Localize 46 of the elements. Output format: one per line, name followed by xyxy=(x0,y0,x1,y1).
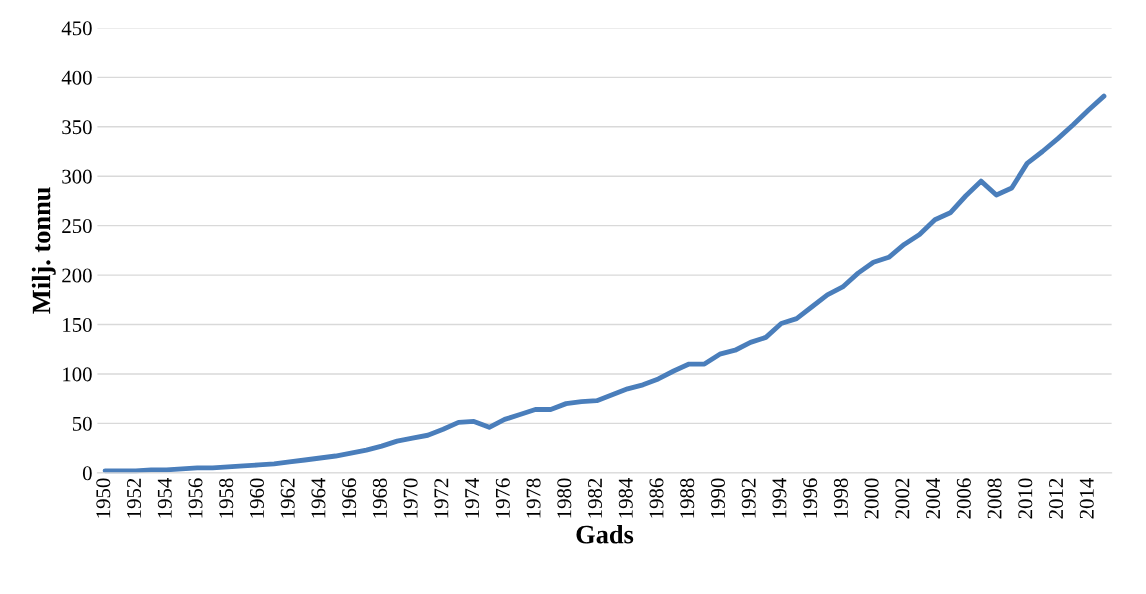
x-tick-label: 1962 xyxy=(280,478,295,518)
x-tick-label: 1980 xyxy=(557,478,572,518)
x-tick-label: 1970 xyxy=(403,478,418,518)
x-tick-label: 2006 xyxy=(956,478,971,519)
x-axis-title: Gads xyxy=(576,524,634,544)
y-tick-label: 200 xyxy=(62,268,92,283)
x-tick-label: 1974 xyxy=(465,478,480,518)
x-tick-label: 2014 xyxy=(1079,478,1094,519)
x-tick-label: 1992 xyxy=(741,478,756,518)
line-series xyxy=(102,93,1107,474)
y-tick-label: 250 xyxy=(62,219,92,234)
x-tick-label: 1994 xyxy=(772,478,787,518)
x-tick-label: 1960 xyxy=(249,478,264,518)
x-tick-label: 1952 xyxy=(127,478,142,518)
y-tick-label: 450 xyxy=(61,21,92,36)
x-tick-label: 2012 xyxy=(1048,478,1064,519)
x-tick-label: 1956 xyxy=(188,478,203,518)
y-tick-label: 150 xyxy=(63,317,92,332)
x-tick-label: 1966 xyxy=(342,478,357,518)
y-tick-label: 300 xyxy=(62,169,92,184)
y-tick-label: 100 xyxy=(63,367,92,382)
y-tick-label: 50 xyxy=(72,416,92,431)
x-tick-label: 1986 xyxy=(649,478,664,518)
x-tick-label: 1976 xyxy=(495,478,510,518)
x-tick-label: 1982 xyxy=(587,478,603,518)
y-axis-title: Milj. tonnu xyxy=(31,187,56,314)
y-tick-label: 400 xyxy=(61,70,92,85)
x-tick-label: 1958 xyxy=(219,478,234,518)
y-tick-label: 0 xyxy=(82,466,92,481)
x-tick-label: 1950 xyxy=(96,478,111,518)
x-tick-label: 1964 xyxy=(311,478,326,518)
x-tick-label: 1998 xyxy=(833,478,848,518)
x-tick-label: 1954 xyxy=(157,478,172,518)
x-tick-label: 2002 xyxy=(895,478,910,519)
y-tick-label: 350 xyxy=(62,120,92,135)
x-tick-label: 2000 xyxy=(864,478,879,519)
x-tick-label: 1996 xyxy=(803,478,818,518)
x-tick-label: 1968 xyxy=(372,478,387,518)
x-tick-label: 2004 xyxy=(926,478,941,519)
x-tick-label: 1990 xyxy=(710,478,725,518)
x-tick-label: 1972 xyxy=(434,478,449,518)
x-tick-label: 1988 xyxy=(680,478,695,518)
x-tick-label: 2010 xyxy=(1018,478,1033,519)
x-tick-label: 1984 xyxy=(618,478,633,518)
x-tick-label: 1978 xyxy=(526,478,541,518)
x-tick-label: 2008 xyxy=(987,478,1002,519)
